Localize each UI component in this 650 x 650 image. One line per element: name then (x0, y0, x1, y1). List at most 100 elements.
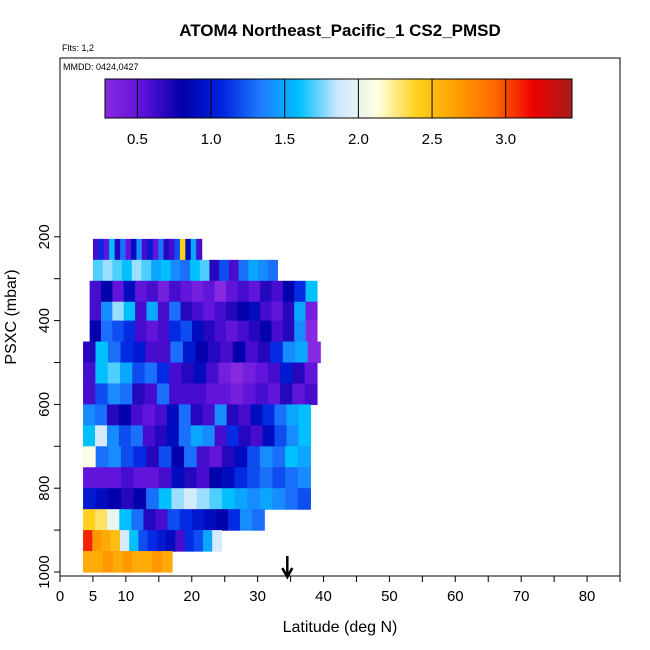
heatmap-cell (271, 320, 284, 343)
colorbar-tick-label: 1.5 (274, 131, 295, 148)
heatmap-cell (132, 383, 146, 405)
heatmap-cell (221, 488, 236, 510)
heatmap-cell (123, 320, 136, 343)
heatmap-cell (170, 341, 184, 364)
heatmap-cell (226, 404, 240, 426)
heatmap-cell (282, 301, 295, 322)
heatmap-cell (297, 488, 311, 510)
heatmap-cell (219, 259, 230, 282)
heatmap-cell (193, 383, 207, 405)
heatmap-cell (234, 467, 248, 489)
heatmap-cell (272, 488, 286, 510)
heatmap-cell (202, 530, 213, 552)
heatmap-cell (280, 383, 293, 405)
colorbar-tick-label: 0.5 (127, 131, 148, 148)
heatmap-cell (125, 238, 132, 261)
heatmap-cell (180, 301, 193, 322)
heatmap-cell (282, 341, 296, 364)
heatmap-cell (257, 341, 271, 364)
heatmap-cell (298, 425, 311, 447)
heatmap-cell (178, 425, 192, 447)
heatmap-cell (112, 301, 125, 322)
heatmap-cell (267, 362, 281, 385)
heatmap-cell (255, 362, 269, 385)
heatmap-cell (243, 362, 256, 385)
heatmap-cell (170, 259, 181, 282)
heatmap-cell (248, 259, 259, 282)
heatmap-cell (112, 280, 125, 303)
heatmap-cell (132, 362, 146, 385)
heatmap-cell (106, 425, 120, 447)
heatmap-cell (108, 488, 122, 510)
heatmap-cell (304, 383, 318, 405)
heatmap-cell (226, 425, 240, 447)
heatmap-cell (131, 259, 143, 282)
heatmap-cell (184, 446, 198, 468)
heatmap-cell (238, 259, 249, 282)
heatmap-cell (118, 404, 132, 426)
heatmap-cell (157, 301, 170, 322)
heatmap-cell (191, 509, 205, 531)
heatmap-cell (180, 320, 193, 343)
heatmap-cell (191, 301, 204, 322)
heatmap-cell (114, 238, 121, 261)
heatmap-cell (92, 551, 104, 573)
heatmap-cell (248, 280, 261, 303)
heatmap-cell (119, 383, 133, 405)
heatmap-cell (169, 362, 183, 385)
heatmap-cell (297, 446, 311, 468)
heatmap-cell (152, 238, 159, 261)
heatmap-cell (131, 509, 145, 531)
heatmap-cell (122, 551, 134, 573)
heatmap-cell (247, 467, 261, 489)
heatmap-cell (162, 551, 173, 573)
plot-frame (59, 57, 621, 577)
heatmap-cell (184, 467, 198, 489)
heatmap-cell (285, 467, 299, 489)
heatmap-cell (171, 446, 185, 468)
heatmap-cell (102, 259, 113, 282)
heatmap-cell (267, 383, 281, 405)
y-tick-label: 1000 (36, 555, 53, 588)
heatmap-cell (243, 383, 256, 405)
heatmap-cell (92, 259, 104, 282)
heatmap-cell (209, 488, 223, 510)
heatmap-cell (101, 280, 113, 303)
heatmap-cell (135, 320, 148, 343)
heatmap-cell (240, 509, 253, 531)
heatmap-cell (107, 362, 121, 385)
heatmap-cell (102, 551, 114, 573)
heatmap-cell (166, 404, 180, 426)
colorbar: 0.5 1.0 1.5 2.0 2.5 3.0 (104, 78, 573, 148)
heatmap-cell (160, 259, 172, 282)
heatmap-cell (146, 280, 159, 303)
heatmap-cell (262, 404, 276, 426)
heatmap-cell (304, 362, 318, 385)
heatmap-cell (221, 446, 236, 468)
heatmap-cell (218, 383, 232, 405)
heatmap-cell (196, 467, 210, 489)
heatmap-cell (203, 509, 217, 531)
heatmap-cell (120, 341, 134, 364)
heatmap-cell (180, 259, 191, 282)
heatmap-cell (248, 301, 261, 322)
heatmap-cell (107, 509, 120, 531)
heatmap-cell (196, 488, 210, 510)
heatmap-cell (272, 467, 286, 489)
heatmap-cell (119, 509, 132, 531)
heatmap-cell (132, 341, 147, 364)
heatmap-cell (207, 341, 221, 364)
heatmap-cell (156, 383, 170, 405)
heatmap-cell (101, 530, 112, 552)
heatmap-cell (146, 320, 159, 343)
heatmap-cell (202, 425, 216, 447)
heatmap-cell (83, 446, 97, 468)
marker-head (281, 567, 294, 580)
heatmap-cell (206, 362, 220, 385)
heatmap-cell (175, 530, 186, 552)
heatmap-cell (196, 446, 210, 468)
heatmap-cell (107, 383, 121, 405)
heatmap-cell (221, 467, 236, 489)
heatmap-cell (83, 404, 96, 426)
heatmap-cell (169, 280, 182, 303)
